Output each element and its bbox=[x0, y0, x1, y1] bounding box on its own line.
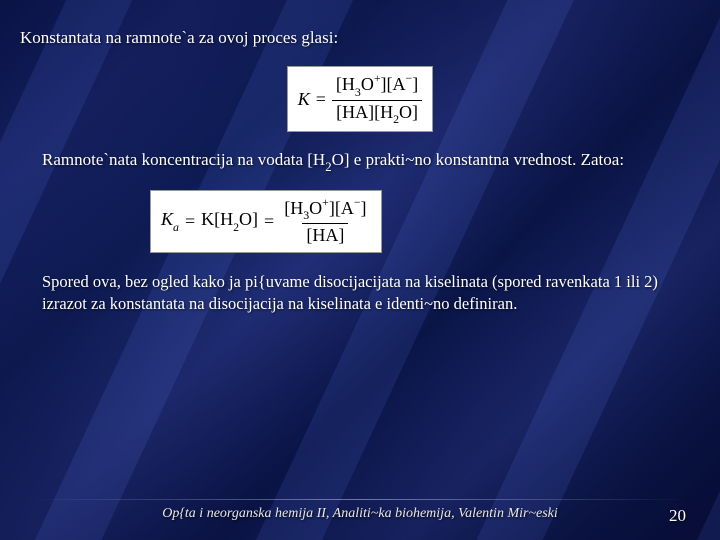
equation-2: Ka = K[H2O] = [H3O+][A−] [HA] bbox=[150, 190, 382, 253]
eq2-numerator: [H3O+][A−] bbox=[280, 197, 370, 224]
eq2-denominator: [HA] bbox=[302, 223, 348, 246]
eq1-fraction: [H3O+][A−] [HA][H2O] bbox=[332, 73, 422, 125]
footer: Op{ta i neorganska hemija II, Analiti~ka… bbox=[0, 499, 720, 522]
text-line-2: Ramnote`nata koncentracija na vodata [H2… bbox=[42, 150, 700, 173]
equation-2-wrap: Ka = K[H2O] = [H3O+][A−] [HA] bbox=[150, 190, 700, 253]
footer-divider bbox=[30, 499, 690, 500]
eq2-mid: K[H2O] bbox=[201, 209, 258, 234]
equation-1: K = [H3O+][A−] [HA][H2O] bbox=[287, 66, 434, 132]
text-line-1: Konstantata na ramnote`a za ovoj proces … bbox=[20, 28, 700, 48]
eq2-equals-1: = bbox=[185, 211, 195, 232]
footer-text: Op{ta i neorganska hemija II, Analiti~ka… bbox=[0, 506, 720, 522]
eq1-numerator: [H3O+][A−] bbox=[332, 73, 422, 100]
eq1-denominator: [HA][H2O] bbox=[332, 100, 422, 126]
text-line-3: Spored ova, bez ogled kako ja pi{uvame d… bbox=[42, 271, 680, 316]
eq2-fraction: [H3O+][A−] [HA] bbox=[280, 197, 370, 246]
eq1-equals: = bbox=[316, 89, 326, 110]
equation-1-wrap: K = [H3O+][A−] [HA][H2O] bbox=[20, 66, 700, 132]
page-number: 20 bbox=[669, 506, 686, 526]
eq2-equals-2: = bbox=[264, 211, 274, 232]
eq1-K: K bbox=[298, 89, 310, 110]
content-area: Konstantata na ramnote`a za ovoj proces … bbox=[0, 0, 720, 316]
eq2-Ka: Ka bbox=[161, 209, 179, 234]
slide: Konstantata na ramnote`a za ovoj proces … bbox=[0, 0, 720, 540]
